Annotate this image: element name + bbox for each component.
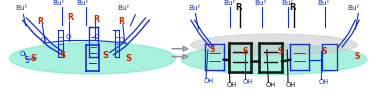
Text: OH: OH	[285, 82, 295, 88]
Text: S: S	[30, 54, 36, 63]
Text: Bu$^t$: Bu$^t$	[318, 0, 331, 8]
Ellipse shape	[191, 34, 357, 55]
Text: Bu$^t$: Bu$^t$	[188, 2, 202, 13]
Text: O: O	[65, 34, 71, 40]
Text: S: S	[24, 56, 29, 65]
Text: S: S	[210, 45, 215, 54]
Text: S: S	[322, 47, 327, 56]
Text: OH: OH	[318, 79, 328, 85]
Text: O: O	[41, 37, 46, 43]
Text: O: O	[118, 37, 124, 43]
Text: S: S	[355, 52, 360, 60]
Text: S: S	[102, 51, 108, 60]
Text: R: R	[37, 17, 43, 26]
Text: Bu$^t$: Bu$^t$	[76, 0, 90, 8]
Text: O: O	[20, 51, 25, 57]
Text: O: O	[94, 34, 99, 40]
Ellipse shape	[181, 44, 367, 74]
Text: R: R	[118, 17, 124, 26]
Text: R: R	[235, 3, 242, 12]
Text: Bu$^t$: Bu$^t$	[15, 2, 29, 13]
Text: Bu$^t$: Bu$^t$	[254, 0, 268, 8]
Text: Bu$^t$: Bu$^t$	[117, 2, 130, 13]
Text: OH: OH	[243, 79, 253, 85]
Text: R: R	[67, 13, 73, 22]
Ellipse shape	[9, 43, 176, 74]
Text: Bu$^t$: Bu$^t$	[223, 0, 236, 8]
Text: Bu$^t$: Bu$^t$	[52, 0, 65, 8]
Text: S: S	[59, 51, 65, 60]
Text: OH: OH	[227, 82, 237, 88]
Text: OH: OH	[266, 82, 276, 88]
Text: S: S	[277, 47, 282, 56]
Text: R: R	[290, 3, 296, 12]
Text: Bu$^t$: Bu$^t$	[347, 2, 361, 13]
Text: Bu$^t$: Bu$^t$	[281, 0, 295, 8]
Text: OH: OH	[203, 78, 213, 84]
Text: S: S	[125, 54, 132, 63]
Text: S: S	[242, 47, 248, 56]
Text: R: R	[93, 15, 99, 24]
